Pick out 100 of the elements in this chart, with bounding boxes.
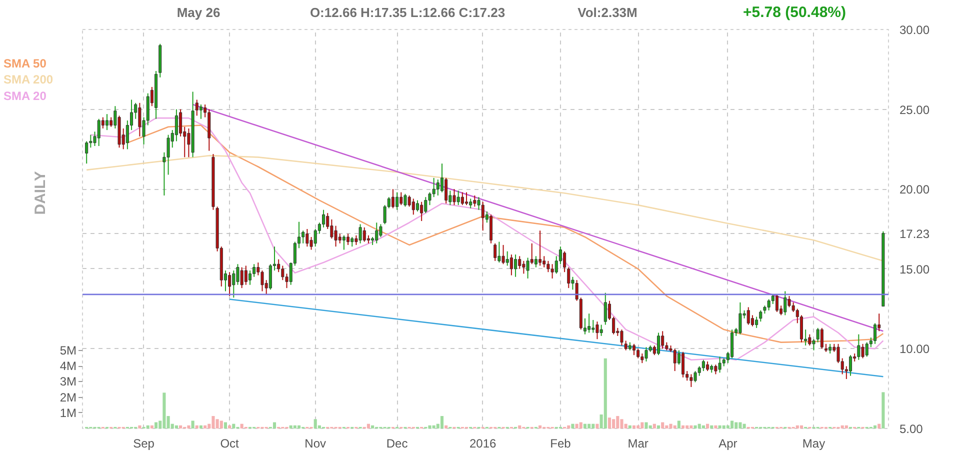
candlestick (620, 329, 624, 346)
candlestick (248, 270, 252, 286)
candlestick (334, 225, 338, 248)
bar (583, 424, 587, 428)
candlestick (416, 200, 419, 212)
bar (632, 425, 636, 428)
candlestick (412, 198, 415, 216)
candlestick (808, 334, 812, 346)
y-tick-label: 15.00 (900, 262, 930, 276)
bar (138, 425, 142, 428)
bar (538, 425, 542, 428)
bar (314, 419, 317, 428)
candlestick (498, 241, 501, 264)
candlestick (252, 264, 256, 278)
bar (199, 425, 202, 428)
bar (232, 424, 236, 428)
candlestick (174, 108, 178, 142)
bar (191, 420, 194, 428)
candlestick (600, 324, 603, 336)
bar (518, 425, 522, 428)
bar (742, 424, 746, 428)
y-tick-label: 17.23 (900, 226, 930, 241)
bar (644, 422, 648, 428)
bar (228, 425, 232, 428)
candlestick (404, 193, 407, 208)
x-tick-label: Sep (133, 436, 155, 450)
text: Vol:2.33M (578, 5, 638, 20)
bar (212, 416, 215, 428)
bar (154, 422, 158, 428)
bar (677, 420, 680, 428)
candlestick (330, 218, 334, 240)
bar (840, 425, 844, 428)
candlestick (236, 264, 240, 286)
candlestick (97, 118, 100, 147)
bar (640, 422, 644, 428)
bar (432, 425, 436, 428)
x-tick-label: Mar (628, 436, 648, 450)
bar (588, 424, 591, 428)
candlestick (358, 224, 362, 244)
candlestick (759, 310, 762, 322)
candlestick (812, 338, 816, 351)
candlestick (563, 250, 566, 273)
candlestick (469, 198, 472, 209)
candlestick (105, 114, 109, 131)
bar (636, 425, 640, 428)
candlestick (166, 134, 170, 176)
x-tick-label: Dec (386, 436, 408, 450)
x-tick-label: May (802, 436, 826, 450)
candlestick (738, 302, 742, 335)
bar (162, 392, 166, 428)
bar (673, 425, 676, 428)
candlestick (379, 224, 382, 238)
bar (179, 425, 182, 428)
candlestick (436, 179, 440, 196)
candlestick (673, 348, 676, 372)
candlestick (755, 316, 758, 328)
y2-tick-label: 2M (60, 390, 77, 404)
candlestick (391, 188, 394, 209)
bar (628, 425, 632, 428)
text: O:12.66 H:17.35 L:12.66 C:17.23 (310, 5, 506, 20)
bar (195, 425, 198, 428)
bar (216, 419, 219, 428)
candlestick (281, 265, 284, 281)
candlestick (514, 254, 518, 278)
bar (844, 425, 848, 428)
candlestick (375, 222, 378, 244)
candlestick (195, 99, 198, 116)
candlestick (820, 327, 824, 350)
bar (371, 425, 374, 428)
bar (150, 425, 154, 428)
bar (604, 358, 607, 428)
bar (571, 424, 574, 428)
bar (224, 422, 228, 428)
candlestick (494, 242, 497, 262)
x-tick-label: Oct (220, 436, 240, 450)
candlestick (632, 343, 636, 356)
x-tick-label: Apr (718, 436, 738, 450)
candlestick (490, 214, 493, 244)
candlestick (232, 270, 236, 298)
y-tick-label: 30.00 (900, 23, 930, 37)
candlestick (338, 233, 342, 244)
bar (440, 416, 444, 428)
y2-tick-label: 3M (60, 374, 77, 389)
bar (596, 424, 599, 428)
candlestick (644, 346, 648, 362)
candlestick (228, 272, 232, 297)
candlestick (138, 102, 142, 137)
candlestick (534, 256, 538, 268)
bar (444, 425, 448, 428)
candlestick (546, 260, 550, 273)
bar (796, 425, 799, 428)
candlestick (857, 334, 860, 360)
candlestick (828, 343, 832, 354)
candlestick (400, 192, 403, 206)
candlestick (260, 270, 264, 292)
y2-axis-title: DAILY (32, 171, 49, 215)
bar (873, 425, 877, 428)
bar (616, 416, 620, 428)
candlestick (784, 290, 787, 316)
bar (665, 425, 668, 428)
